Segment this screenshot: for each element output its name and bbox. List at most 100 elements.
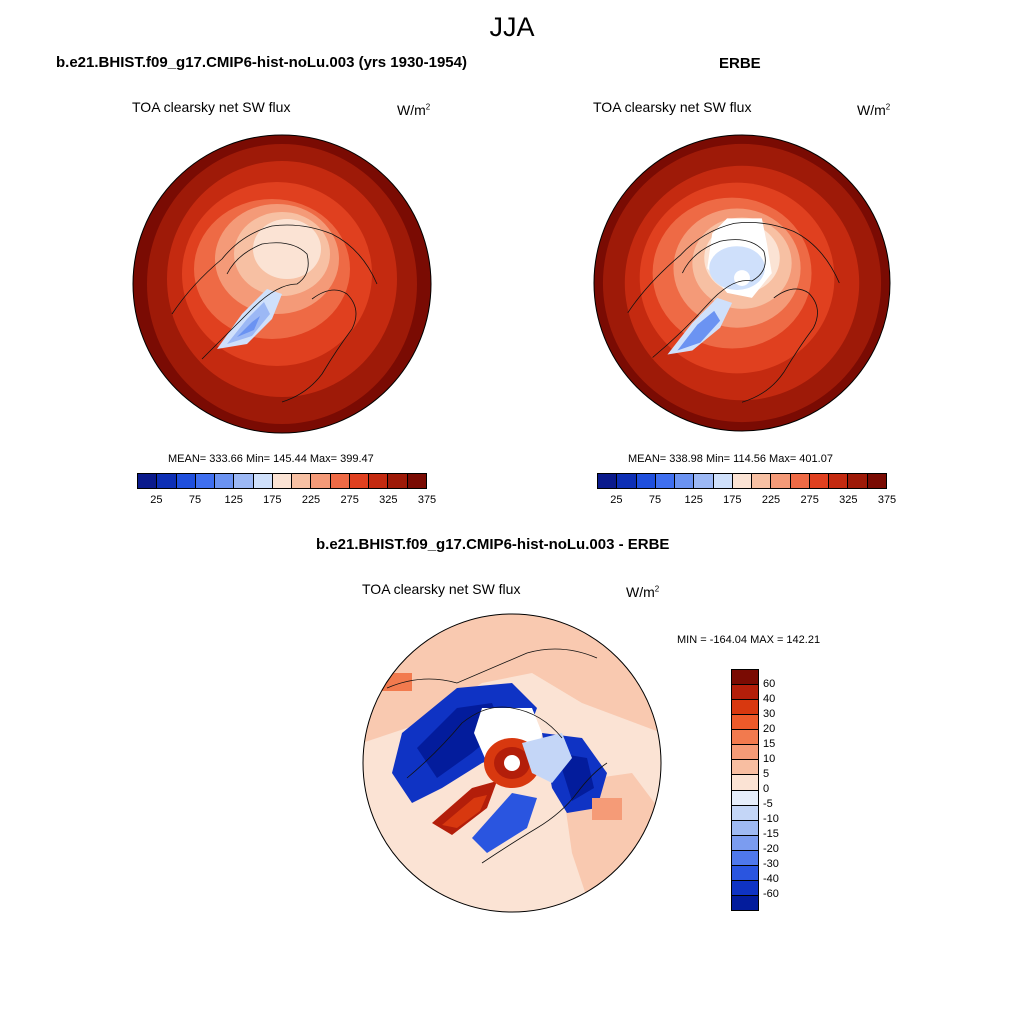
colorbar-tick-label: 175 <box>723 494 742 506</box>
colorbar-swatch <box>253 474 273 488</box>
colorbar-swatch <box>732 865 758 881</box>
colorbar-swatch <box>732 805 758 821</box>
colorbar-swatch <box>157 474 177 488</box>
colorbar-swatch <box>215 474 235 488</box>
colorbar-swatch <box>732 700 758 716</box>
colorbar-swatch <box>752 474 772 488</box>
panel-1-colorbar <box>137 473 427 489</box>
panel-3-colorbar <box>731 669 759 911</box>
colorbar-swatch <box>388 474 408 488</box>
panel-2-stats: MEAN= 338.98 Min= 114.56 Max= 401.07 <box>628 453 833 465</box>
panel-2-title: ERBE <box>719 55 761 72</box>
colorbar-tick-label: 125 <box>684 494 703 506</box>
colorbar-swatch <box>598 474 618 488</box>
colorbar-tick-label: 275 <box>340 494 359 506</box>
colorbar-swatch <box>234 474 254 488</box>
colorbar-swatch <box>272 474 293 488</box>
colorbar-swatch <box>330 474 350 488</box>
colorbar-swatch <box>292 474 312 488</box>
panel-1-units-label: W/m2 <box>397 102 431 118</box>
colorbar-swatch <box>732 820 758 836</box>
colorbar-swatch <box>176 474 196 488</box>
colorbar-tick-label: 225 <box>761 494 781 506</box>
panel-1-colorbar-ticks: 25 75 125 175 225 275 325 375 <box>137 494 436 508</box>
panel-2-variable-label: TOA clearsky net SW flux <box>593 99 752 115</box>
colorbar-swatch <box>732 670 758 686</box>
colorbar-tick-label: 375 <box>877 494 897 506</box>
colorbar-swatch <box>732 685 758 701</box>
colorbar-swatch <box>195 474 216 488</box>
colorbar-tick-label: 75 <box>648 494 662 506</box>
colorbar-swatch <box>675 474 695 488</box>
panel-1-stats: MEAN= 333.66 Min= 145.44 Max= 399.47 <box>168 453 374 465</box>
panel-1-colorbar-swatches <box>137 473 427 489</box>
colorbar-swatch <box>771 474 791 488</box>
colorbar-tick-label: -20 <box>763 843 779 855</box>
panel-2-colorbar <box>597 473 887 489</box>
panel-3-stats: MIN = -164.04 MAX = 142.21 <box>677 634 821 646</box>
colorbar-tick-label: 75 <box>188 494 202 506</box>
panel-3-colorbar-ticks: 60 40 30 20 15 10 5 0 -5 -10 -15 -20 -30 -40 -60 <box>763 669 803 909</box>
colorbar-swatch <box>349 474 370 488</box>
colorbar-swatch <box>732 775 758 791</box>
colorbar-swatch <box>311 474 331 488</box>
colorbar-tick-label: 325 <box>839 494 858 506</box>
colorbar-tick-label: 175 <box>263 494 282 506</box>
colorbar-swatch <box>732 835 758 851</box>
colorbar-tick-label: -10 <box>763 813 779 825</box>
panel-2-colorbar-ticks: 25 75 125 175 225 275 325 375 <box>597 494 896 508</box>
colorbar-swatch <box>732 850 758 866</box>
colorbar-tick-label: -5 <box>763 798 773 810</box>
colorbar-swatch <box>369 474 389 488</box>
colorbar-tick-label: -30 <box>763 858 779 870</box>
colorbar-tick-label: 40 <box>763 693 776 705</box>
colorbar-swatch <box>713 474 733 488</box>
colorbar-swatch <box>407 474 426 488</box>
colorbar-swatch <box>732 715 758 731</box>
colorbar-swatch <box>655 474 676 488</box>
colorbar-swatch <box>732 790 758 806</box>
colorbar-swatch <box>732 730 758 746</box>
colorbar-swatch <box>809 474 830 488</box>
colorbar-tick-label: -60 <box>763 888 779 900</box>
colorbar-tick-label: -15 <box>763 828 779 840</box>
colorbar-tick-label: 5 <box>763 768 770 780</box>
colorbar-swatch <box>694 474 714 488</box>
colorbar-swatch <box>829 474 849 488</box>
colorbar-swatch <box>732 760 758 776</box>
panel-3-colorbar-swatches <box>731 669 759 911</box>
colorbar-swatch <box>790 474 810 488</box>
colorbar-tick-label: 325 <box>379 494 398 506</box>
colorbar-swatch <box>732 745 758 761</box>
colorbar-tick-label: 0 <box>763 783 770 795</box>
panel-3-title: b.e21.BHIST.f09_g17.CMIP6-hist-noLu.003 … <box>316 536 670 553</box>
panel-1-variable-label: TOA clearsky net SW flux <box>132 99 291 115</box>
panel-3-units-label: W/m2 <box>626 584 660 600</box>
panel-2-units-label: W/m2 <box>857 102 891 118</box>
colorbar-swatch <box>848 474 868 488</box>
colorbar-tick-label: 375 <box>417 494 437 506</box>
colorbar-swatch <box>732 880 758 896</box>
colorbar-tick-label: 125 <box>224 494 243 506</box>
colorbar-tick-label: 275 <box>800 494 819 506</box>
panel-1-title: b.e21.BHIST.f09_g17.CMIP6-hist-noLu.003 … <box>56 54 467 71</box>
figure-title: JJA <box>489 12 535 42</box>
colorbar-tick-label: 15 <box>763 738 776 750</box>
colorbar-tick-label: 20 <box>763 723 776 735</box>
colorbar-swatch <box>867 474 886 488</box>
colorbar-tick-label: 25 <box>610 494 623 506</box>
colorbar-tick-label: 225 <box>301 494 321 506</box>
panel-1-map <box>132 134 432 434</box>
colorbar-tick-label: 25 <box>150 494 163 506</box>
colorbar-swatch <box>636 474 656 488</box>
colorbar-swatch <box>138 474 158 488</box>
colorbar-tick-label: 10 <box>763 753 776 765</box>
panel-2-colorbar-swatches <box>597 473 887 489</box>
panel-3-variable-label: TOA clearsky net SW flux <box>362 581 521 597</box>
colorbar-swatch <box>732 895 758 910</box>
colorbar-swatch <box>617 474 637 488</box>
colorbar-tick-label: 30 <box>763 708 776 720</box>
colorbar-tick-label: -40 <box>763 873 779 885</box>
colorbar-swatch <box>732 474 753 488</box>
panel-2-map <box>593 134 891 432</box>
